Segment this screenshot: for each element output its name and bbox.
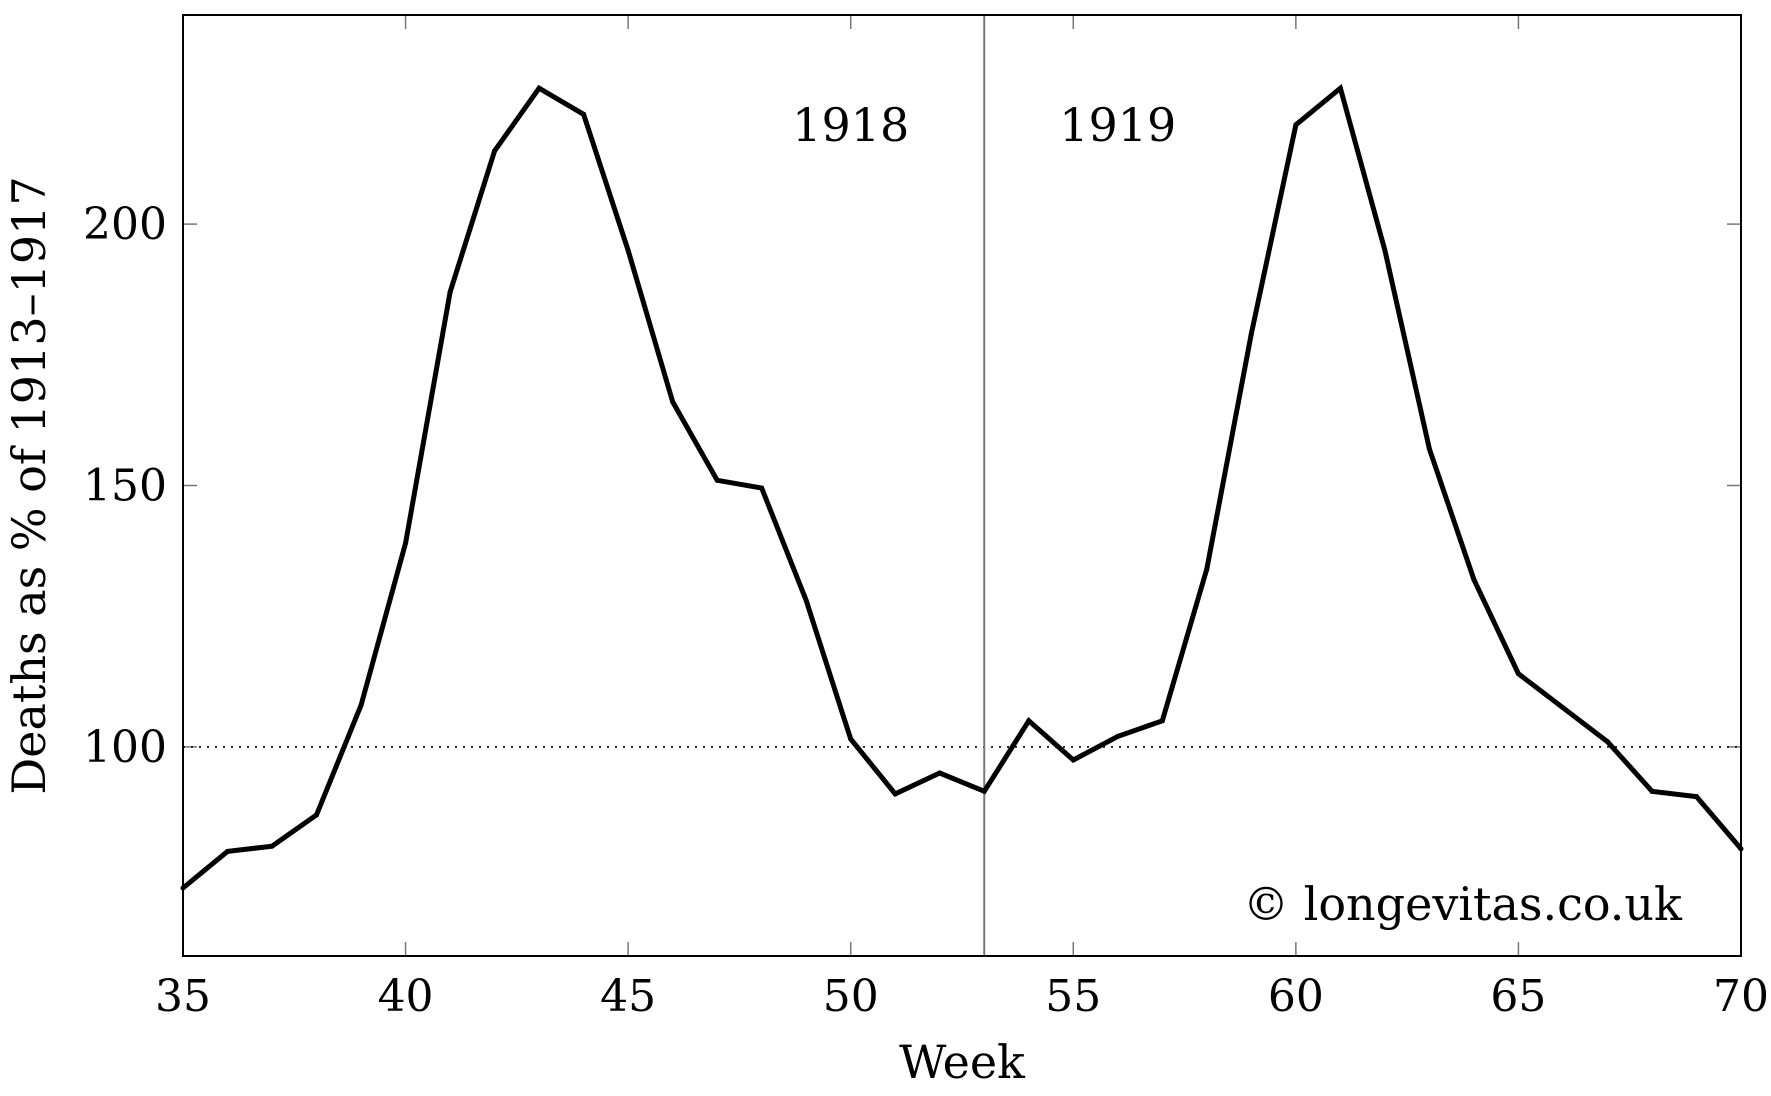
x-tick-label: 60 (1268, 971, 1324, 1022)
data-point (1115, 733, 1121, 739)
x-tick-label: 45 (600, 971, 656, 1022)
data-point (803, 598, 809, 604)
data-point (225, 848, 231, 854)
data-point (358, 702, 364, 708)
data-points (180, 85, 1744, 891)
data-point (714, 477, 720, 483)
y-axis-tick-labels: 100 150 200 (83, 199, 167, 773)
data-point (1248, 331, 1254, 337)
data-point (1604, 739, 1610, 745)
data-point (403, 540, 409, 546)
x-tick-label: 40 (378, 971, 434, 1022)
data-point (937, 770, 943, 776)
data-point (1337, 85, 1343, 91)
copyright-watermark: © longevitas.co.uk (1243, 877, 1683, 931)
y-axis-ticks (183, 223, 1741, 748)
data-point (1026, 718, 1032, 724)
data-point (1471, 577, 1477, 583)
x-axis-title: Week (899, 1035, 1026, 1089)
annotation-1918: 1918 (792, 98, 909, 152)
y-axis-title: Deaths as % of 1913–1917 (2, 176, 56, 794)
data-point (536, 85, 542, 91)
y-tick-label: 150 (83, 461, 167, 512)
x-tick-label: 70 (1713, 971, 1769, 1022)
x-axis-ticks (182, 15, 1742, 956)
annotation-1919: 1919 (1059, 98, 1176, 152)
data-point (1204, 566, 1210, 572)
data-point (492, 148, 498, 154)
data-point (314, 812, 320, 818)
plot-frame (182, 14, 1742, 957)
x-tick-label: 55 (1045, 971, 1101, 1022)
data-point (759, 485, 765, 491)
x-tick-label: 50 (823, 971, 879, 1022)
data-point (1560, 705, 1566, 711)
x-tick-label: 35 (155, 971, 211, 1022)
data-point (1070, 757, 1076, 763)
y-tick-label: 200 (83, 199, 167, 250)
data-point (1426, 446, 1432, 452)
data-point (1293, 122, 1299, 128)
data-point (1159, 718, 1165, 724)
data-point (447, 289, 453, 295)
y-tick-label: 100 (83, 722, 167, 773)
data-point (892, 791, 898, 797)
data-point (848, 736, 854, 742)
data-point (1515, 671, 1521, 677)
data-point (670, 399, 676, 405)
data-point (1382, 247, 1388, 253)
data-point (269, 843, 275, 849)
data-point (625, 247, 631, 253)
x-tick-label: 65 (1490, 971, 1546, 1022)
data-point (1649, 788, 1655, 794)
data-point (981, 788, 987, 794)
x-axis-tick-labels: 35 40 45 50 55 60 65 70 (155, 971, 1769, 1022)
data-point (1693, 794, 1699, 800)
series-line (181, 83, 1743, 890)
data-point (581, 111, 587, 117)
